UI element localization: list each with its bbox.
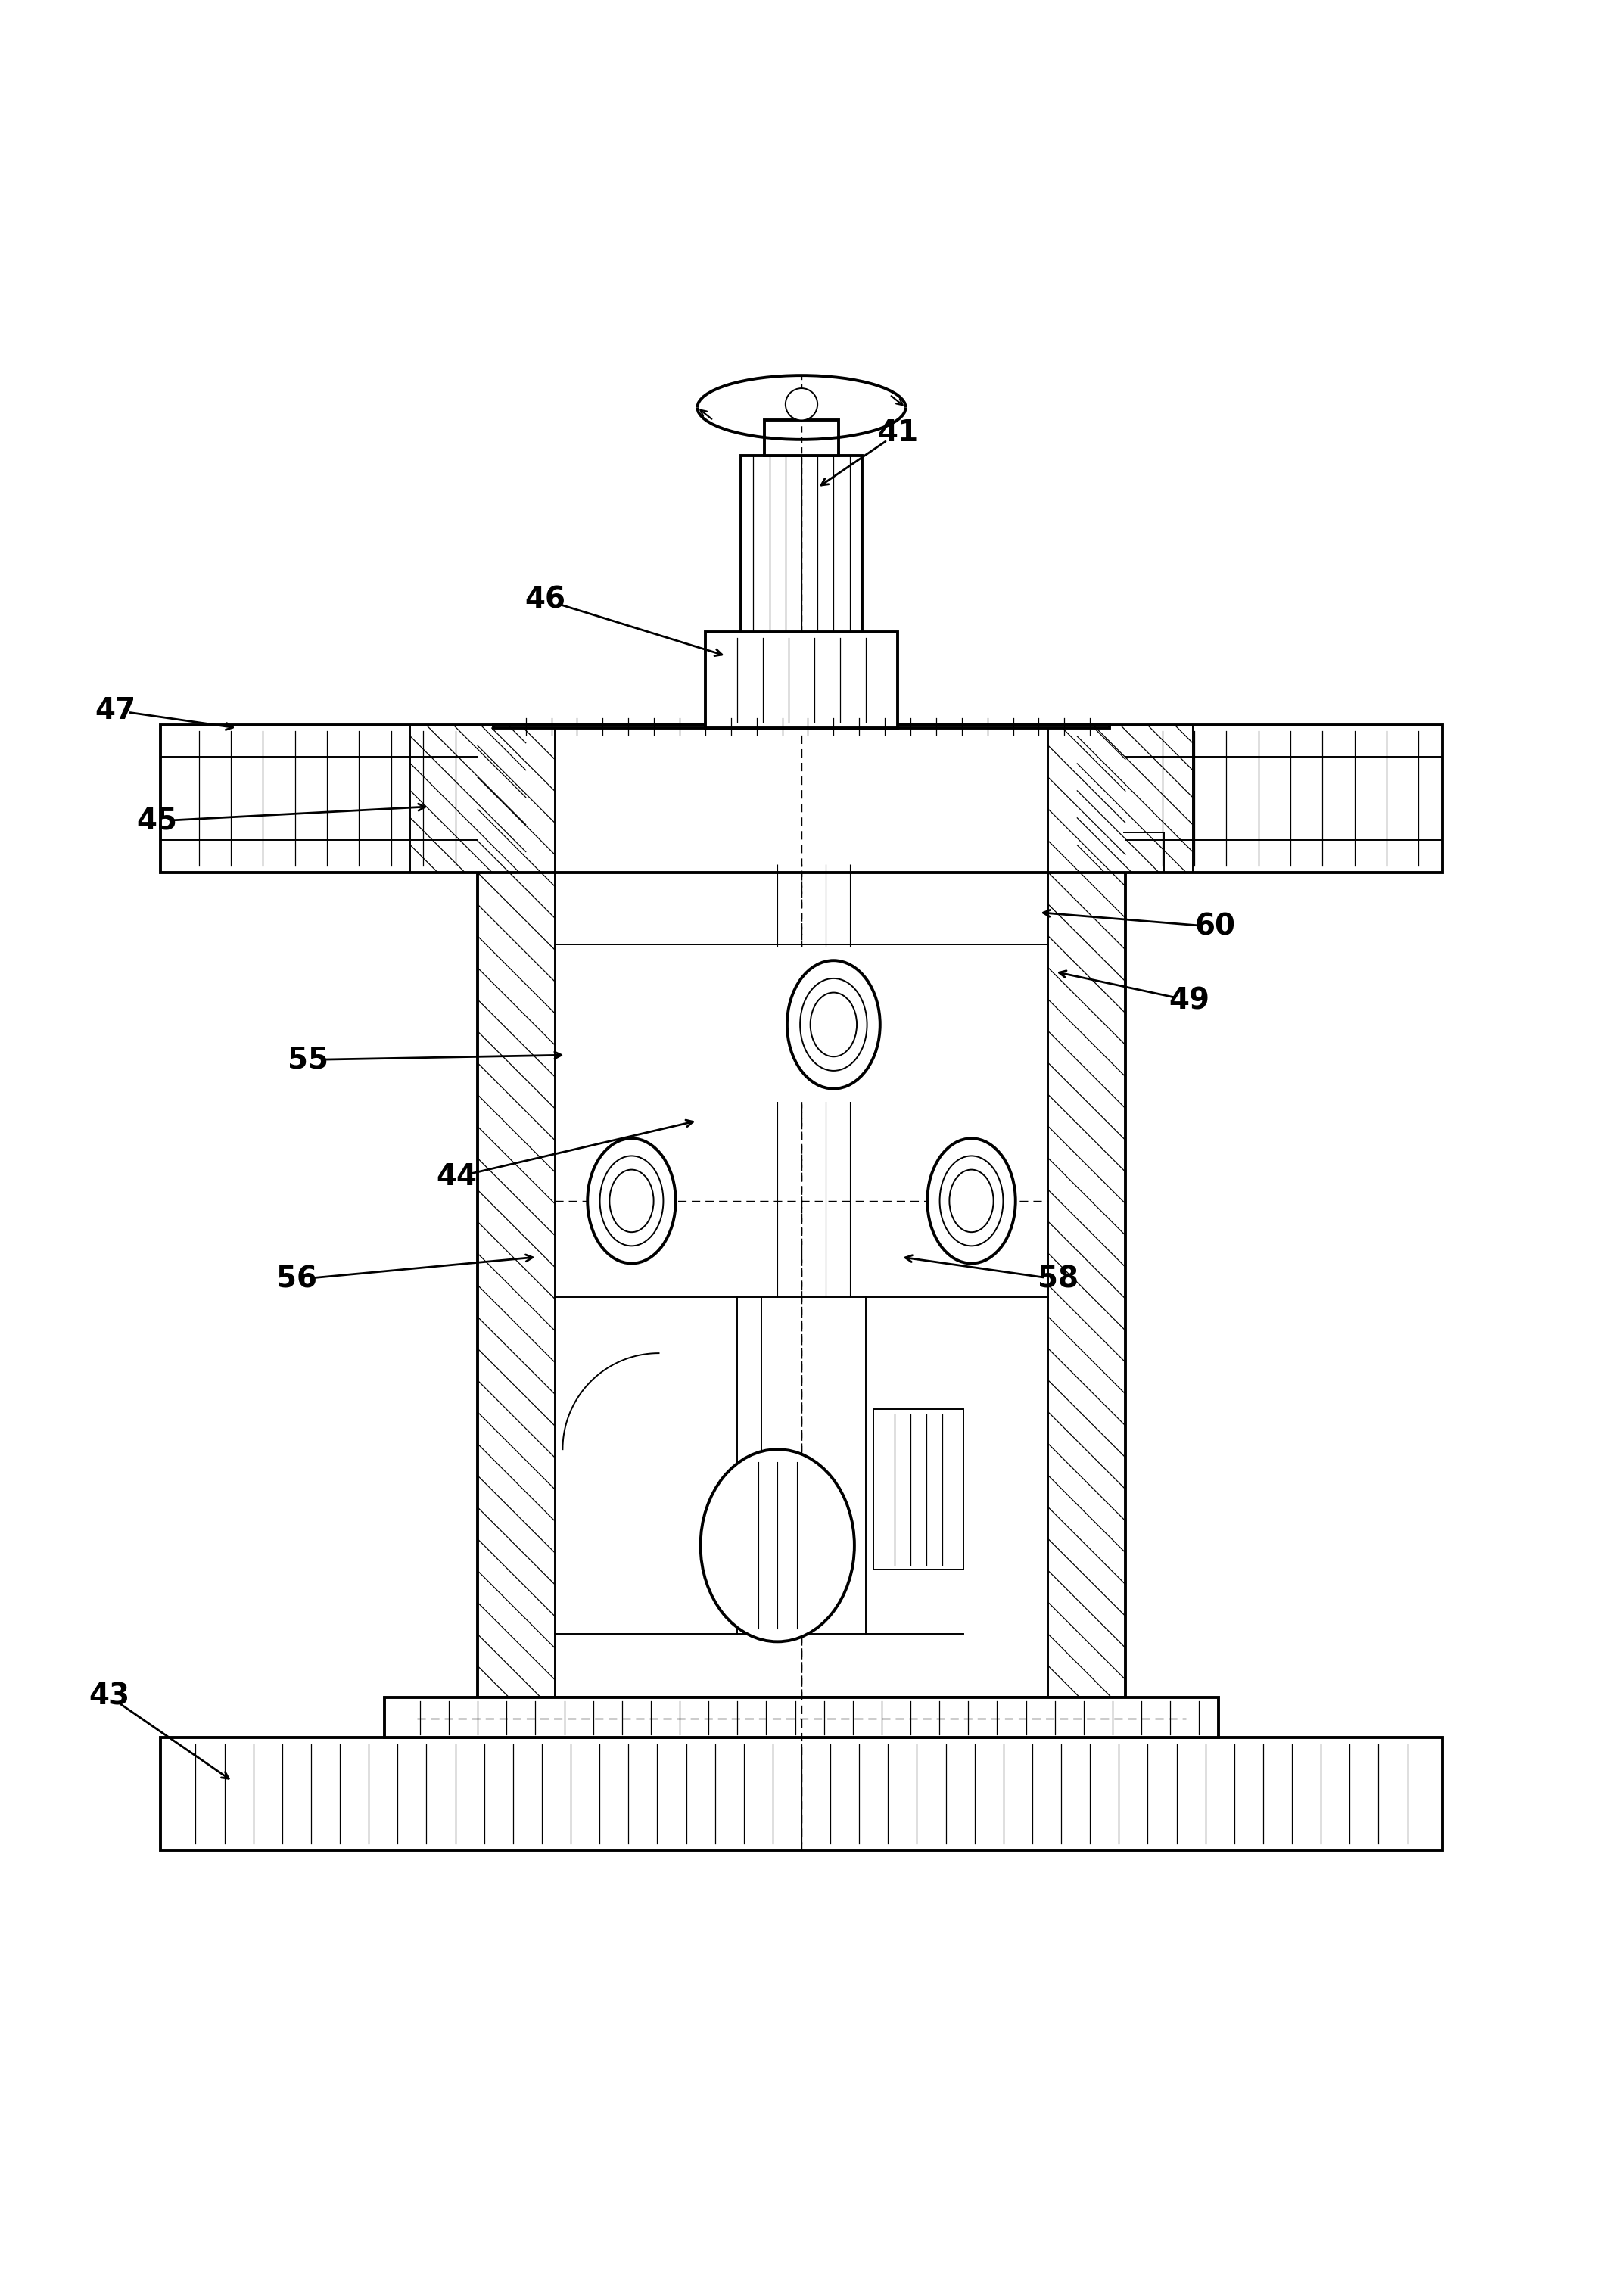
Ellipse shape	[949, 1169, 994, 1233]
Text: 49: 49	[1169, 987, 1210, 1015]
Text: 47: 47	[95, 696, 136, 726]
Bar	[768, 948, 899, 1102]
Bar	[494, 726, 1109, 728]
Text: 60: 60	[1194, 912, 1236, 941]
Bar	[160, 1738, 1443, 1851]
Ellipse shape	[587, 1139, 676, 1263]
Text: 44: 44	[436, 1162, 478, 1192]
Bar	[874, 1410, 963, 1570]
Ellipse shape	[939, 1155, 1003, 1247]
Text: 46: 46	[524, 585, 566, 615]
Text: 58: 58	[1037, 1265, 1079, 1295]
Ellipse shape	[927, 1139, 1015, 1263]
Bar	[741, 455, 862, 631]
Ellipse shape	[609, 1169, 654, 1233]
Text: 55: 55	[287, 1045, 329, 1075]
Text: 56: 56	[276, 1265, 317, 1295]
Circle shape	[785, 388, 818, 420]
Ellipse shape	[811, 992, 858, 1056]
Text: 43: 43	[88, 1681, 130, 1711]
Ellipse shape	[787, 960, 880, 1088]
Ellipse shape	[800, 978, 867, 1070]
Bar	[765, 420, 838, 455]
Text: 41: 41	[877, 418, 919, 448]
Bar	[385, 1697, 1218, 1738]
Ellipse shape	[600, 1155, 664, 1247]
Bar	[705, 631, 898, 728]
Bar	[478, 728, 1125, 1697]
Bar	[160, 726, 1443, 872]
Ellipse shape	[701, 1449, 854, 1642]
Text: 45: 45	[136, 806, 178, 836]
